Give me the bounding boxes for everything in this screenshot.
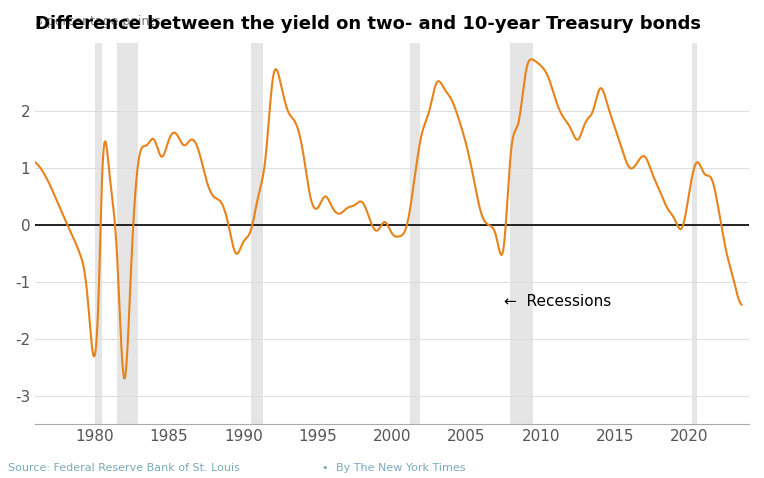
Text: Source: Federal Reserve Bank of St. Louis: Source: Federal Reserve Bank of St. Loui… [8,463,240,473]
Bar [251,43,263,424]
Text: •: • [321,463,328,473]
Text: ←  Recessions: ← Recessions [503,294,611,309]
Text: Difference between the yield on two- and 10-year Treasury bonds: Difference between the yield on two- and… [35,15,701,33]
Bar [692,43,697,424]
Text: By The New York Times: By The New York Times [336,463,466,473]
Bar [410,43,420,424]
Bar [95,43,102,424]
Text: 3 percentage points: 3 percentage points [35,15,160,28]
Bar [117,43,138,424]
Bar [510,43,533,424]
